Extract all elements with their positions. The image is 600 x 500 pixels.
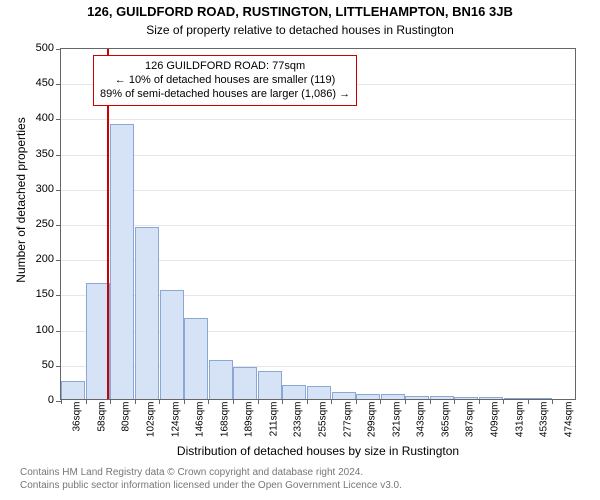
xtick-label: 36sqm: [72, 402, 83, 432]
xtick-mark: [405, 399, 406, 404]
ytick-mark: [56, 225, 61, 226]
ytick-label: 500: [0, 42, 54, 54]
xtick-label: 453sqm: [539, 402, 550, 438]
bar: [504, 398, 528, 399]
xtick-mark: [61, 399, 62, 404]
xtick-mark: [159, 399, 160, 404]
xtick-label: 299sqm: [367, 402, 378, 438]
bar: [135, 227, 159, 399]
gridline: [61, 119, 575, 120]
bar: [258, 371, 282, 399]
xtick-mark: [135, 399, 136, 404]
xtick-label: 58sqm: [96, 402, 107, 432]
xtick-mark: [184, 399, 185, 404]
xtick-label: 431sqm: [514, 402, 525, 438]
xtick-label: 80sqm: [121, 402, 132, 432]
legend-line3: 89% of semi-detached houses are larger (…: [100, 88, 350, 102]
bar: [454, 397, 478, 399]
ytick-mark: [56, 190, 61, 191]
xtick-label: 255sqm: [318, 402, 329, 438]
bar: [479, 397, 503, 399]
xtick-label: 321sqm: [391, 402, 402, 438]
bar: [405, 396, 429, 399]
xtick-label: 124sqm: [170, 402, 181, 438]
xtick-label: 102sqm: [146, 402, 157, 438]
bar: [209, 360, 233, 399]
xtick-label: 146sqm: [195, 402, 206, 438]
xtick-label: 387sqm: [465, 402, 476, 438]
xtick-mark: [552, 399, 553, 404]
bar: [332, 392, 356, 399]
xtick-mark: [110, 399, 111, 404]
bar: [233, 367, 257, 399]
bar: [110, 124, 134, 399]
bar: [528, 398, 552, 399]
ytick-mark: [56, 295, 61, 296]
bar: [356, 394, 380, 399]
xtick-mark: [282, 399, 283, 404]
xtick-mark: [528, 399, 529, 404]
xtick-mark: [454, 399, 455, 404]
xtick-label: 277sqm: [342, 402, 353, 438]
legend-line1: 126 GUILDFORD ROAD: 77sqm: [100, 60, 350, 74]
xtick-mark: [479, 399, 480, 404]
plot-area: 36sqm58sqm80sqm102sqm124sqm146sqm168sqm1…: [60, 48, 576, 400]
xtick-mark: [356, 399, 357, 404]
xtick-mark: [307, 399, 308, 404]
title-sub: Size of property relative to detached ho…: [0, 23, 600, 37]
xtick-mark: [208, 399, 209, 404]
xtick-label: 474sqm: [563, 402, 574, 438]
xtick-mark: [233, 399, 234, 404]
chart-container: 126, GUILDFORD ROAD, RUSTINGTON, LITTLEH…: [0, 0, 600, 500]
xtick-mark: [86, 399, 87, 404]
ytick-mark: [56, 84, 61, 85]
ytick-mark: [56, 155, 61, 156]
legend-line2: ← 10% of detached houses are smaller (11…: [100, 74, 350, 88]
xtick-mark: [503, 399, 504, 404]
bar: [61, 381, 85, 399]
xtick-label: 168sqm: [219, 402, 230, 438]
ytick-mark: [56, 366, 61, 367]
y-axis-label: Number of detached properties: [14, 70, 28, 330]
ytick-mark: [56, 49, 61, 50]
xtick-label: 343sqm: [416, 402, 427, 438]
x-axis-label: Distribution of detached houses by size …: [60, 444, 576, 458]
ytick-mark: [56, 260, 61, 261]
xtick-mark: [430, 399, 431, 404]
footer-line2: Contains public sector information licen…: [20, 479, 402, 492]
gridline: [61, 155, 575, 156]
xtick-mark: [380, 399, 381, 404]
footer-line1: Contains HM Land Registry data © Crown c…: [20, 466, 402, 479]
bar: [282, 385, 306, 399]
bar: [430, 396, 454, 399]
legend-box: 126 GUILDFORD ROAD: 77sqm← 10% of detach…: [93, 55, 357, 106]
xtick-label: 189sqm: [244, 402, 255, 438]
xtick-mark: [331, 399, 332, 404]
title-main: 126, GUILDFORD ROAD, RUSTINGTON, LITTLEH…: [0, 4, 600, 19]
xtick-label: 211sqm: [268, 402, 279, 437]
xtick-label: 365sqm: [440, 402, 451, 438]
ytick-mark: [56, 119, 61, 120]
ytick-label: 0: [0, 394, 54, 406]
footer: Contains HM Land Registry data © Crown c…: [20, 466, 402, 492]
xtick-label: 409sqm: [490, 402, 501, 438]
bar: [307, 386, 331, 399]
ytick-mark: [56, 331, 61, 332]
bar: [160, 290, 184, 399]
xtick-label: 233sqm: [293, 402, 304, 438]
gridline: [61, 190, 575, 191]
bar: [381, 394, 405, 399]
bar: [184, 318, 208, 399]
ytick-label: 50: [0, 359, 54, 371]
xtick-mark: [258, 399, 259, 404]
